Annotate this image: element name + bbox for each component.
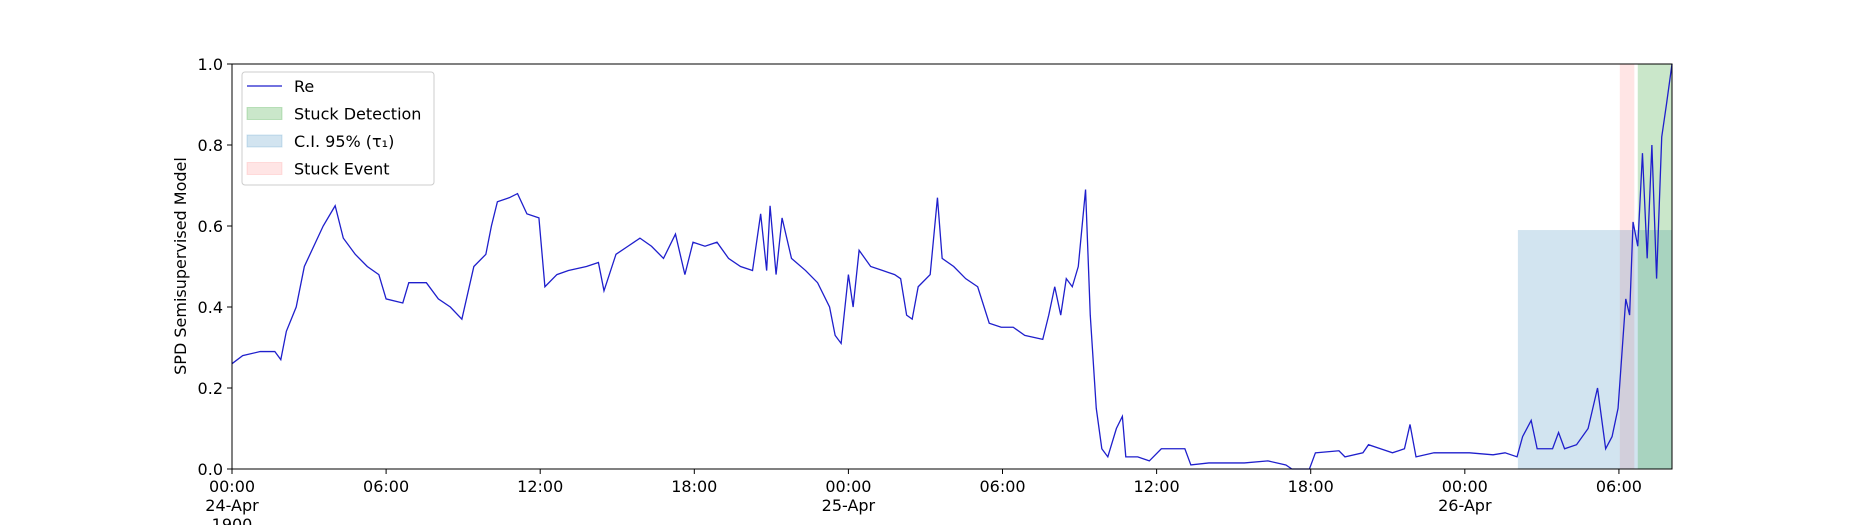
span [1637, 64, 1672, 469]
x-tick-label: 06:00 [979, 477, 1025, 496]
legend-patch [246, 134, 283, 148]
legend-box [241, 71, 435, 186]
legend-label: Re [294, 77, 314, 96]
x-tick-label: 00:00 25-Apr [822, 477, 876, 515]
y-axis-label: SPD Semisupervised Model [171, 157, 190, 375]
legend-patch [246, 107, 283, 120]
x-tick-label: 18:00 [671, 477, 717, 496]
x-tick-label: 12:00 [1134, 477, 1180, 496]
legend-label: C.I. 95% (τ₁) [294, 132, 394, 151]
x-tick-label: 06:00 [1596, 477, 1642, 496]
span [1517, 230, 1672, 469]
y-tick-label: 0.6 [198, 217, 223, 236]
line [231, 63, 1673, 470]
plot-frame [231, 63, 1673, 470]
span [1619, 64, 1635, 469]
legend-patch [246, 162, 283, 175]
legend-label: Stuck Event [294, 160, 390, 179]
x-tick-label: 12:00 [517, 477, 563, 496]
y-tick-label: 0.0 [198, 460, 223, 479]
x-tick-label: 00:00 26-Apr [1438, 477, 1492, 515]
x-tick-label: 18:00 [1288, 477, 1334, 496]
y-tick-label: 0.2 [198, 379, 223, 398]
x-tick-label: 06:00 [363, 477, 409, 496]
y-tick-label: 0.4 [198, 298, 223, 317]
x-tick-label: 00:00 24-Apr 1900 [205, 477, 259, 525]
y-tick-label: 1.0 [198, 55, 223, 74]
legend-label: Stuck Detection [294, 105, 421, 124]
y-tick-label: 0.8 [198, 136, 223, 155]
legend: Re Stuck Detection C.I. 95% (τ₁) Stuck Even… [241, 71, 435, 186]
